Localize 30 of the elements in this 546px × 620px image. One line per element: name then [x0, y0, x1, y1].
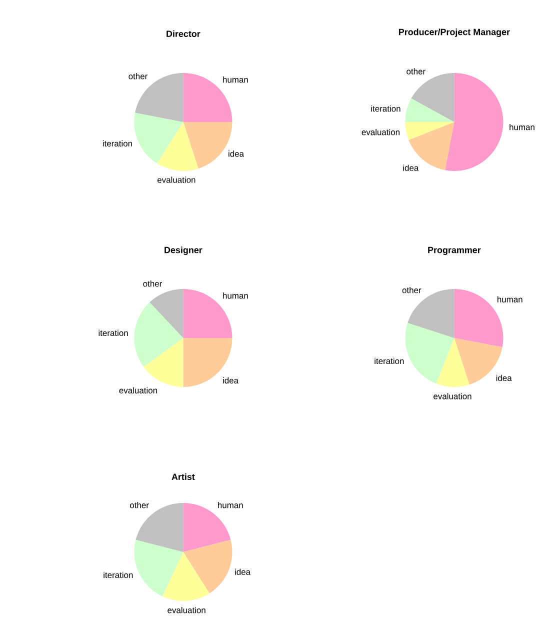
slice-label: other — [143, 280, 162, 287]
slice-label: evaluation — [119, 387, 157, 394]
chart-title: Artist — [172, 473, 195, 480]
chart-title: Designer — [164, 246, 202, 255]
slice-label: human — [497, 296, 522, 302]
slice-label: other — [128, 73, 148, 80]
slice-label: idea — [228, 150, 244, 157]
slice-label: idea — [403, 164, 419, 171]
slice-label: human — [218, 502, 243, 508]
slice-label: idea — [234, 568, 250, 575]
slice-label: other — [406, 68, 426, 74]
slice-label: idea — [496, 374, 512, 382]
slice-label: other — [130, 502, 149, 508]
slice-label: iteration — [374, 358, 404, 364]
chart-title: Programmer — [428, 246, 481, 255]
slice-label: evaluation — [433, 393, 472, 400]
slice-label: human — [223, 76, 248, 83]
slice-label: human — [223, 292, 248, 299]
slice-label: iteration — [98, 330, 128, 336]
slice-label: evaluation — [157, 176, 196, 183]
slice-label: idea — [222, 377, 238, 384]
slice-label: iteration — [104, 572, 133, 578]
slice-label: human — [510, 124, 534, 130]
slice-label: iteration — [371, 105, 400, 112]
slice-label: evaluation — [362, 128, 400, 136]
slice-label: other — [402, 286, 422, 294]
chart-title: Producer/Project Manager — [398, 28, 510, 37]
slice-label: evaluation — [168, 606, 206, 614]
slice-label: iteration — [102, 140, 132, 146]
chart-title: Director — [166, 30, 200, 37]
